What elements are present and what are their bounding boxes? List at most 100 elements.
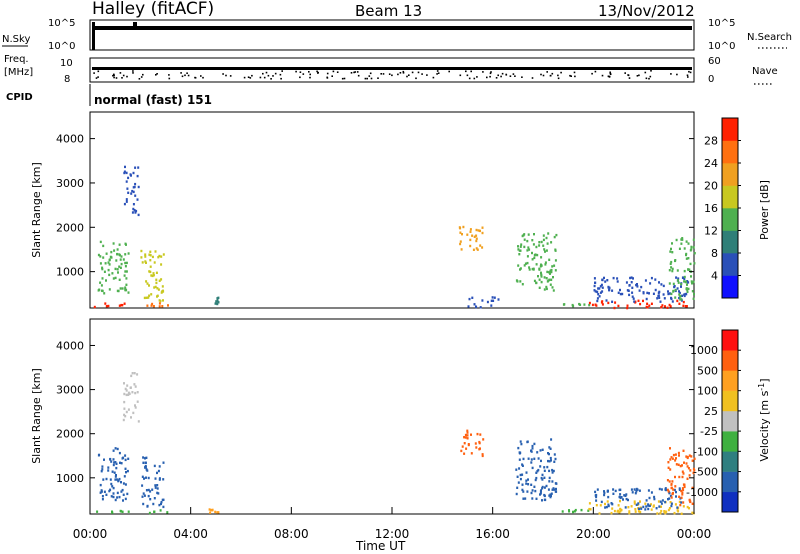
velocity-scatter-cell [689, 469, 692, 472]
velocity-scatter-cell [116, 491, 119, 495]
power-scatter-cell [685, 240, 688, 243]
velocity-scatter-cell [618, 495, 621, 499]
power-scatter-cell [682, 300, 685, 304]
power-scatter-cell [692, 238, 695, 241]
velocity-scatter-cell [131, 372, 134, 375]
velocity-scatter-cell [612, 488, 615, 491]
power-scatter-cell [537, 275, 539, 278]
power-scatter-cell [475, 239, 478, 243]
power-scatter-cell [140, 249, 143, 253]
power-scatter-cell [481, 231, 484, 235]
velocity-scatter-cell [127, 408, 130, 411]
power-scatter-cell [107, 304, 110, 308]
power-scatter-cell [157, 256, 160, 259]
nave-dot [546, 71, 548, 73]
velocity-scatter-cell [105, 477, 108, 481]
velocity-scatter-cell [478, 448, 481, 451]
power-colorbar-swatch [722, 253, 738, 276]
nave-dot [184, 74, 186, 77]
velocity-scatter-cell [143, 494, 146, 497]
velocity-colorbar-tick-label: -100 [693, 445, 718, 458]
power-scatter-cell [519, 280, 522, 283]
nave-dot [249, 77, 252, 79]
beam-title: Beam 13 [355, 2, 422, 20]
velocity-scatter-cell [639, 500, 641, 503]
velocity-scatter-cell [633, 500, 636, 503]
power-scatter-cell [125, 261, 128, 265]
velocity-scatter-cell [530, 461, 533, 464]
power-scatter-cell [613, 306, 616, 310]
time-axis-label: Time UT [355, 539, 406, 553]
power-scatter-cell [552, 276, 554, 279]
velocity-scatter-cell [644, 508, 647, 511]
nave-dot [432, 76, 435, 79]
power-scatter-cell [648, 292, 650, 295]
velocity-scatter-cell [672, 488, 675, 491]
power-scatter-cell [479, 229, 481, 233]
nave-dot [229, 75, 232, 77]
velocity-scatter-cell [130, 416, 132, 419]
velocity-scatter-cell [530, 450, 533, 453]
velocity-scatter-cell [142, 456, 145, 459]
nave-dot [473, 77, 476, 80]
power-scatter-cell [639, 302, 642, 306]
power-scatter-cell [216, 300, 219, 303]
power-scatter-cell [601, 290, 604, 293]
power-scatter-cell [678, 302, 681, 305]
power-scatter-cell [546, 242, 549, 245]
velocity-scatter-cell [679, 464, 682, 468]
nave-dot [243, 76, 246, 79]
velocity-scatter-cell [124, 467, 127, 470]
power-y-axis: 1000 2000 3000 4000 [56, 133, 694, 279]
power-scatter-cell [459, 227, 462, 230]
velocity-scatter-cell [127, 391, 130, 394]
power-scatter-cell [693, 293, 695, 296]
power-scatter-cell [518, 253, 521, 256]
nave-tick-bottom: 0 [708, 74, 714, 85]
velocity-scatter-cell [659, 512, 662, 515]
power-scatter-cell [550, 269, 553, 272]
power-colorbar-tick-label: 4 [711, 270, 718, 283]
power-scatter-cell [681, 294, 683, 297]
velocity-scatter-cell [572, 510, 574, 514]
power-scatter-cell [682, 304, 685, 307]
velocity-scatter-cell [595, 499, 598, 502]
velocity-scatter-cell [123, 382, 125, 385]
velocity-scatter-cell [110, 482, 113, 486]
velocity-scatter-cell [208, 508, 211, 511]
power-scatter-cell [608, 288, 611, 291]
power-scatter-cell [687, 287, 690, 291]
power-scatter-cell [469, 228, 472, 231]
velocity-scatter-cell [553, 488, 556, 491]
power-scatter-cell [155, 271, 158, 274]
power-scatter-cell [687, 242, 690, 245]
power-scatter-cell [617, 304, 620, 308]
velocity-scatter-cell [669, 447, 671, 450]
nave-dot [402, 70, 405, 73]
velocity-scatter-cell [466, 431, 469, 434]
velocity-scatter-cell [653, 497, 656, 501]
velocity-scatter-cell [147, 476, 150, 480]
velocity-scatter-cell [625, 497, 628, 501]
power-colorbar-tick-label: 16 [704, 202, 718, 215]
nave-dot [336, 71, 339, 73]
power-scatter-cell [124, 242, 127, 245]
velocity-scatter-cell [124, 415, 127, 418]
velocity-scatter-cell [660, 509, 663, 513]
power-scatter-cell [674, 288, 677, 292]
velocity-scatter-cell [118, 477, 121, 481]
power-scatter-cell [150, 274, 153, 277]
velocity-scatter-cell [214, 510, 217, 514]
velocity-scatter-cell [543, 476, 546, 479]
velocity-scatter-cell [688, 507, 690, 510]
power-scatter-cell [612, 276, 615, 280]
power-scatter-cell [628, 284, 631, 287]
power-scatter-cell [676, 269, 679, 272]
velocity-scatter-cell [595, 495, 598, 499]
nave-label: Nave [752, 66, 778, 77]
velocity-scatter-cell [647, 507, 650, 511]
velocity-scatter-cell [105, 493, 108, 496]
power-scatter-cell [108, 273, 111, 277]
power-scatter-cell [540, 240, 543, 244]
velocity-scatter-cell [658, 487, 661, 491]
